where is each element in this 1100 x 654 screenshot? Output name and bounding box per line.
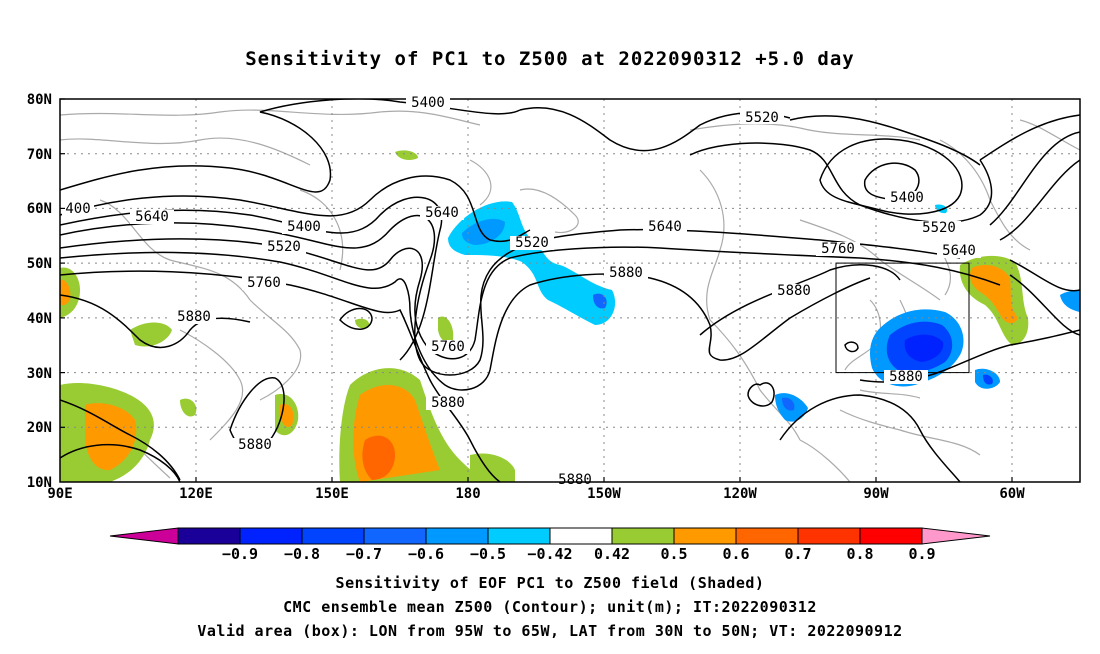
lat-label: 40N	[27, 311, 52, 327]
contour-label: 5640	[648, 219, 682, 235]
lon-label: 150W	[587, 486, 621, 502]
colorbar-right-arrow	[921, 527, 991, 545]
colorbar-label: −0.8	[284, 545, 320, 563]
colorbar: −0.9 −0.8 −0.7 −0.6 −0.5 −0.42 0.42 0.5 0.6 0.7 0.…	[109, 527, 991, 563]
colorbar-left-arrow	[109, 527, 179, 545]
lon-label: 60W	[999, 486, 1025, 502]
colorbar-swatch	[363, 527, 427, 545]
colorbar-swatch	[859, 527, 923, 545]
lat-label: 10N	[27, 475, 52, 491]
contour-labels: 5400 5520 400 5640 5400 5520 5760 5880 5…	[62, 95, 981, 488]
colorbar-label: 0.6	[722, 545, 749, 563]
caption-line-1: Sensitivity of EOF PC1 to Z500 field (Sh…	[335, 574, 765, 592]
colorbar-swatch	[301, 527, 365, 545]
contour-label: 5880	[777, 283, 811, 299]
contour-label: 5880	[558, 472, 592, 488]
lat-label: 50N	[27, 256, 52, 272]
contour-label: 5880	[889, 369, 923, 385]
colorbar-swatch	[797, 527, 861, 545]
caption-line-3: Valid area (box): LON from 95W to 65W, L…	[197, 622, 903, 640]
contour-label: 400	[65, 201, 90, 217]
contour-label: 5880	[431, 395, 465, 411]
colorbar-label: 0.8	[846, 545, 873, 563]
contour-label: 5520	[745, 110, 779, 126]
colorbar-swatch	[673, 527, 737, 545]
colorbar-swatch	[425, 527, 489, 545]
lat-label: 60N	[27, 201, 52, 217]
lat-label: 80N	[27, 92, 52, 108]
contour-label: 5520	[922, 220, 956, 236]
colorbar-swatch	[611, 527, 675, 545]
lat-label: 20N	[27, 420, 52, 436]
contour-label: 5640	[425, 205, 459, 221]
latitude-labels: 80N 70N 60N 50N 40N 30N 20N 10N	[27, 92, 52, 491]
colorbar-label: 0.42	[594, 545, 630, 563]
colorbar-label: −0.6	[408, 545, 444, 563]
lon-label: 180	[455, 486, 480, 502]
map-frame	[59, 98, 1081, 483]
z500-contours	[60, 99, 1080, 482]
lon-label: 150E	[315, 486, 349, 502]
contour-label: 5520	[267, 239, 301, 255]
colorbar-label: 0.5	[660, 545, 687, 563]
colorbar-label: −0.42	[527, 545, 572, 563]
lon-label: 90W	[863, 486, 889, 502]
contour-label: 5760	[247, 275, 281, 291]
contour-label: 5400	[411, 95, 445, 111]
lon-label: 90E	[47, 486, 72, 502]
lon-label: 120W	[723, 486, 757, 502]
contour-label: 5760	[821, 241, 855, 257]
contour-label: 5760	[431, 339, 465, 355]
colorbar-swatch	[549, 527, 613, 545]
colorbar-label: 0.9	[908, 545, 935, 563]
longitude-labels: 90E 120E 150E 180 150W 120W 90W 60W	[47, 486, 1025, 502]
contour-label: 5880	[177, 309, 211, 325]
colorbar-label: −0.7	[346, 545, 382, 563]
colorbar-label: 0.7	[784, 545, 811, 563]
chart-title: Sensitivity of PC1 to Z500 at 2022090312…	[245, 48, 855, 70]
contour-label: 5880	[238, 437, 272, 453]
contour-label: 5640	[942, 243, 976, 259]
contour-label: 5400	[287, 219, 321, 235]
contour-label: 5640	[135, 209, 169, 225]
colorbar-swatch	[239, 527, 303, 545]
axis-ticks	[60, 98, 1013, 482]
colorbar-swatch	[487, 527, 551, 545]
colorbar-label: −0.5	[470, 545, 506, 563]
contour-label: 5880	[609, 265, 643, 281]
colorbar-swatch	[735, 527, 799, 545]
colorbar-label: −0.9	[222, 545, 258, 563]
contour-label: 5400	[890, 190, 924, 206]
lon-label: 120E	[179, 486, 213, 502]
shaded-sensitivity	[60, 150, 1080, 482]
lat-label: 30N	[27, 366, 52, 382]
caption-line-2: CMC ensemble mean Z500 (Contour); unit(m…	[283, 598, 817, 616]
colorbar-swatch	[177, 527, 241, 545]
lat-label: 70N	[27, 147, 52, 163]
coastlines	[60, 109, 1080, 482]
contour-label: 5520	[515, 235, 549, 251]
